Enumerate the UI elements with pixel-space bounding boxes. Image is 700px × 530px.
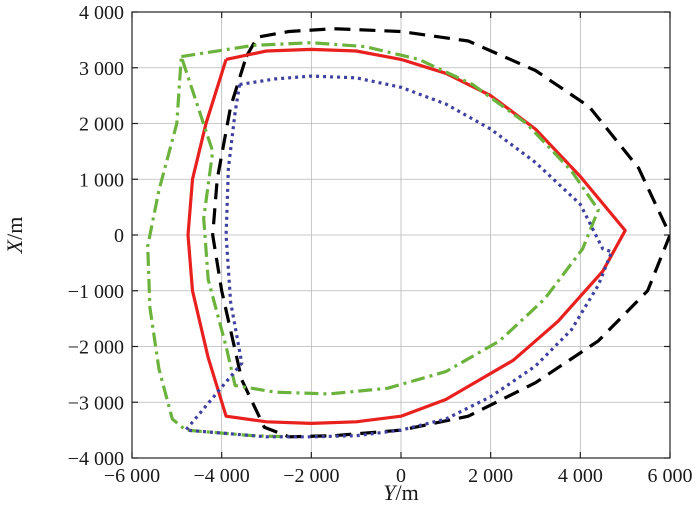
y-tick-label: −1 000: [68, 281, 124, 303]
x-tick-label: 2 000: [468, 465, 513, 487]
x-tick-label: 6 000: [648, 465, 693, 487]
y-tick-label: 1 000: [79, 169, 124, 191]
x-axis-label: Y/m: [383, 480, 418, 505]
series-line-4-dotted: [184, 74, 614, 439]
x-tick-label: 4 000: [558, 465, 603, 487]
y-tick-label: 3 000: [79, 58, 124, 80]
x-axis-label-var: Y: [383, 480, 398, 505]
y-tick-label: −3 000: [68, 392, 124, 414]
y-axis-label-unit: /m: [2, 217, 27, 240]
x-tick-labels: −6 000 −4 000 −2 000 0 2 000 4 000 6 000: [104, 465, 693, 487]
series-line-1-dashed: [211, 27, 670, 439]
x-axis-label-unit: /m: [396, 480, 419, 505]
x-tick-label: −4 000: [194, 465, 250, 487]
y-tick-label: 4 000: [79, 2, 124, 24]
ticks: [131, 11, 671, 459]
y-tick-labels: −4 000 −3 000 −2 000 −1 000 0 1 000 2 000 3 000…: [68, 2, 124, 470]
x-tick-label: 0: [396, 465, 406, 487]
x-tick-label: −2 000: [283, 465, 339, 487]
series-line-2-solid: [186, 47, 627, 425]
x-tick-label: −6 000: [104, 465, 160, 487]
series-line-3-dashdot: [146, 41, 600, 439]
series-layer: [146, 27, 670, 439]
y-axis-label: X/m: [2, 217, 27, 255]
y-tick-label: −4 000: [68, 448, 124, 470]
y-tick-label: −2 000: [68, 337, 124, 359]
y-tick-label: 0: [114, 225, 124, 247]
y-axis-label-var: X: [2, 238, 27, 254]
y-tick-label: 2 000: [79, 114, 124, 136]
